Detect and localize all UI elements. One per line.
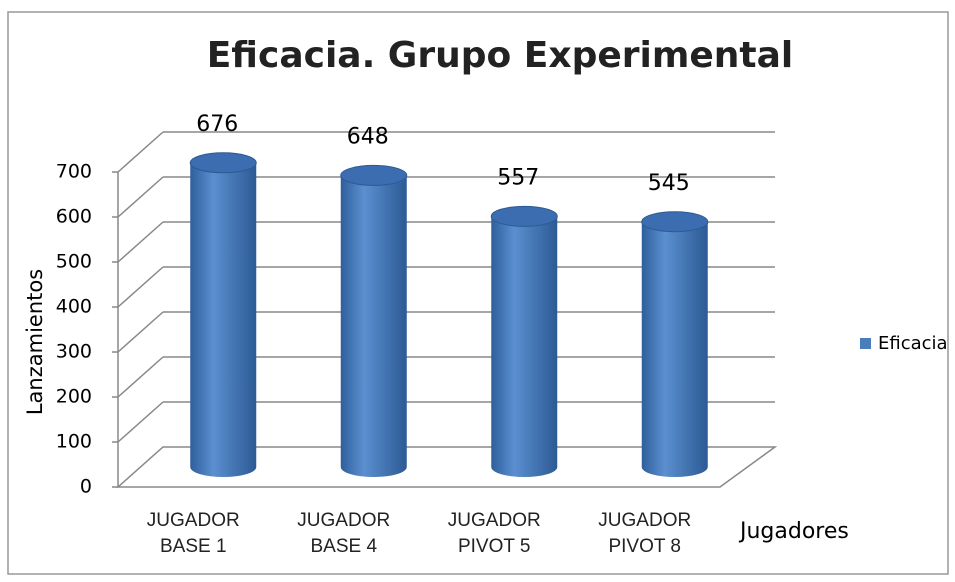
y-tick-label: 200 <box>56 386 92 408</box>
y-tick-label: 600 <box>56 206 92 228</box>
y-axis-title: Lanzamientos <box>23 269 47 415</box>
x-tick-label: JUGADOR PIVOT 8 <box>598 510 692 557</box>
y-tick-label: 300 <box>56 341 92 363</box>
y-tick-label: 100 <box>56 431 92 453</box>
data-label: 557 <box>497 165 539 190</box>
grid-line-side <box>117 176 164 218</box>
data-label: 676 <box>196 112 238 137</box>
bar <box>491 216 558 477</box>
y-tick-label: 400 <box>56 296 92 318</box>
bar-top <box>641 211 709 233</box>
y-tick-label: 500 <box>56 251 92 273</box>
grid-line-side <box>117 311 164 353</box>
floor <box>116 446 778 488</box>
chart-border <box>7 11 949 575</box>
legend-label: Eficacia <box>878 333 948 354</box>
bar <box>641 221 708 477</box>
bar <box>190 162 257 478</box>
grid-line-side <box>117 356 164 398</box>
grid-line-side <box>117 401 164 443</box>
x-tick-label: JUGADOR BASE 4 <box>297 510 391 557</box>
grid-line-side <box>117 221 164 263</box>
x-tick-label: JUGADOR PIVOT 5 <box>447 510 541 557</box>
x-axis-title: Jugadores <box>738 519 849 544</box>
bar-top <box>340 164 408 186</box>
bar <box>340 175 407 477</box>
y-tick-label: 700 <box>56 161 92 183</box>
bar-top <box>189 152 257 174</box>
y-tick-label: 0 <box>80 476 92 498</box>
data-label: 648 <box>347 124 389 149</box>
data-label: 545 <box>648 171 690 196</box>
legend-swatch <box>860 338 871 349</box>
bar-top <box>490 205 558 227</box>
grid-line-side <box>117 131 164 173</box>
x-tick-label: JUGADOR BASE 1 <box>146 510 240 557</box>
grid-line-side <box>117 266 164 308</box>
chart-title: Eficacia. Grupo Experimental <box>207 35 794 76</box>
